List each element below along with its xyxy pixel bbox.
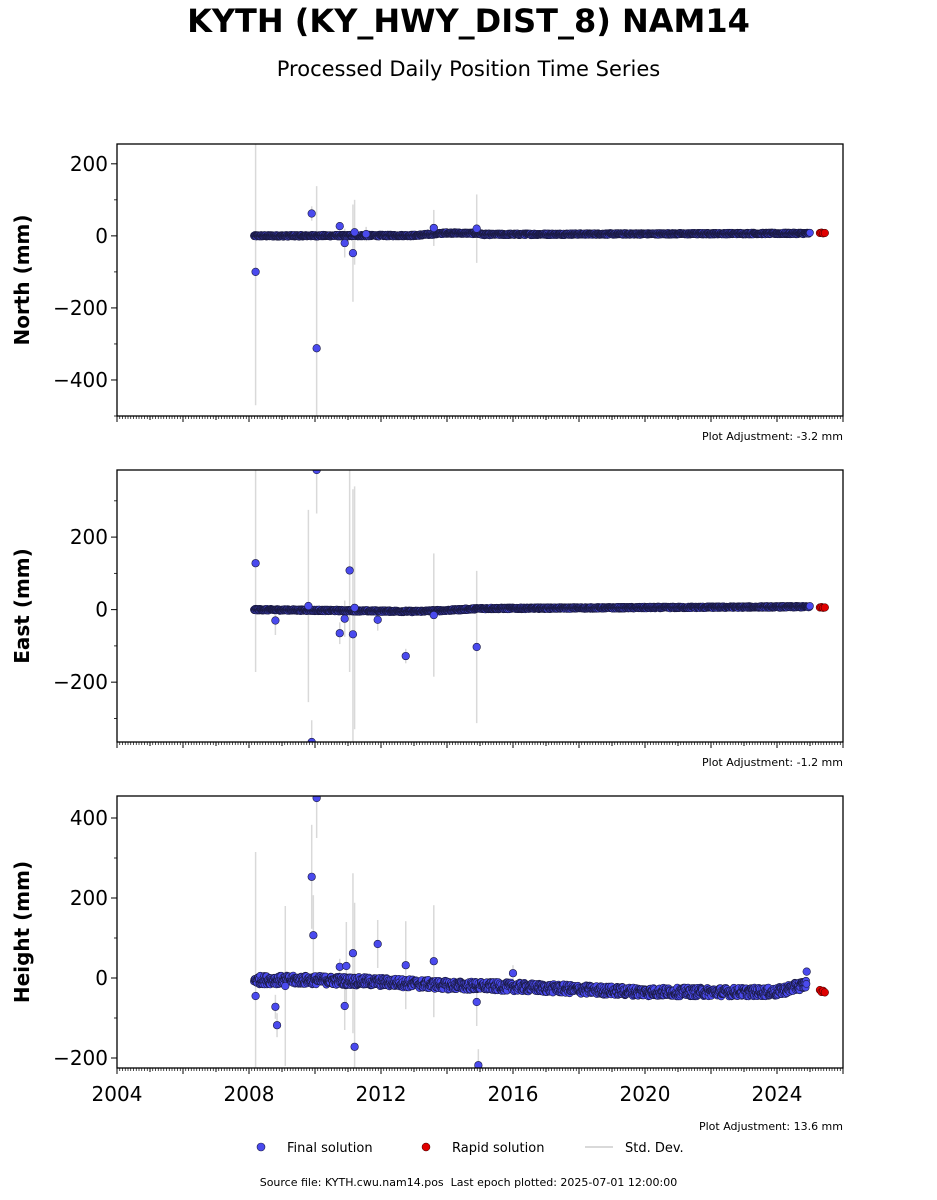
final-point <box>340 238 349 248</box>
final-solution-series <box>250 209 814 353</box>
y-tick-label: 400 <box>70 806 108 830</box>
y-tick-label: −400 <box>53 368 108 392</box>
y-tick-label: 0 <box>95 224 108 248</box>
final-point <box>350 603 359 612</box>
y-axis-label: East (mm) <box>10 548 34 664</box>
y-axis-label: North (mm) <box>10 214 34 345</box>
y-tick-label: 200 <box>70 525 108 549</box>
final-point <box>340 614 349 623</box>
final-point <box>309 931 318 940</box>
final-point <box>281 981 290 991</box>
final-point <box>312 796 321 803</box>
y-tick-label: 200 <box>70 152 108 176</box>
final-point <box>802 980 811 988</box>
final-point <box>340 1001 349 1011</box>
panel-east: 200 0 −200 East (mm) Plot Adjustment: -1.2 m… <box>10 469 844 769</box>
final-point <box>307 209 316 218</box>
final-point <box>342 961 351 971</box>
final-point <box>802 967 811 976</box>
final-point <box>251 991 260 1001</box>
axes-frame <box>116 795 844 1069</box>
final-point <box>429 957 438 966</box>
final-point <box>472 997 481 1007</box>
y-tick-label: 200 <box>70 886 108 910</box>
final-point <box>272 1021 282 1030</box>
final-point <box>335 629 344 638</box>
plot-area <box>250 470 829 742</box>
final-point <box>350 1042 359 1051</box>
final-point <box>251 267 260 276</box>
final-point <box>335 222 344 231</box>
final-point <box>429 223 438 233</box>
plot-area <box>250 796 829 1068</box>
final-point <box>373 615 382 624</box>
final-solution-series <box>250 796 811 1068</box>
y-tick-label: −200 <box>53 1046 108 1070</box>
final-point <box>401 651 410 661</box>
y-tick-label: −200 <box>53 296 108 320</box>
final-point <box>271 616 280 625</box>
rapid-point <box>820 228 829 238</box>
panel-north: 200 0 −200 −400 North (mm) Plot Adjustment: -… <box>10 143 844 443</box>
chart-title: KYTH (KY_HWY_DIST_8) NAM14 <box>187 2 750 40</box>
plot-adjustment-label: Plot Adjustment: -3.2 mm <box>702 430 843 443</box>
final-point <box>345 566 354 575</box>
final-point <box>348 630 358 639</box>
rapid-solution-series <box>815 228 829 238</box>
rapid-solution-series <box>815 603 829 612</box>
final-point <box>312 344 321 353</box>
chart-subtitle: Processed Daily Position Time Series <box>276 57 661 81</box>
final-point <box>304 601 313 611</box>
y-tick-label: 0 <box>95 598 108 622</box>
final-point <box>373 939 382 949</box>
final-point <box>401 961 410 970</box>
y-tick-label: −200 <box>53 670 108 694</box>
rapid-point <box>820 603 829 612</box>
final-point <box>806 602 814 610</box>
final-point <box>806 228 814 237</box>
final-point <box>307 737 316 742</box>
final-solution-series <box>250 470 814 742</box>
final-point <box>251 559 260 568</box>
final-point <box>350 228 359 237</box>
final-point <box>362 229 371 239</box>
final-point <box>508 969 518 978</box>
final-point <box>348 249 358 258</box>
final-point <box>472 642 481 652</box>
final-point <box>472 224 481 233</box>
axes-frame <box>116 143 844 417</box>
final-point <box>307 872 316 881</box>
final-point <box>271 1002 280 1011</box>
rapid-solution-series <box>815 985 829 997</box>
final-point <box>348 949 358 958</box>
y-tick-label: 0 <box>95 966 108 990</box>
final-point <box>429 610 438 620</box>
plot-area <box>250 144 829 416</box>
rapid-point <box>820 988 829 997</box>
plot-adjustment-label: Plot Adjustment: -1.2 mm <box>702 756 843 769</box>
